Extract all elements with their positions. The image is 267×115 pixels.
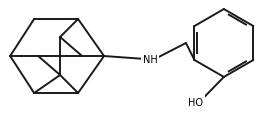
Text: HO: HO bbox=[189, 97, 203, 107]
Text: NH: NH bbox=[143, 55, 157, 64]
